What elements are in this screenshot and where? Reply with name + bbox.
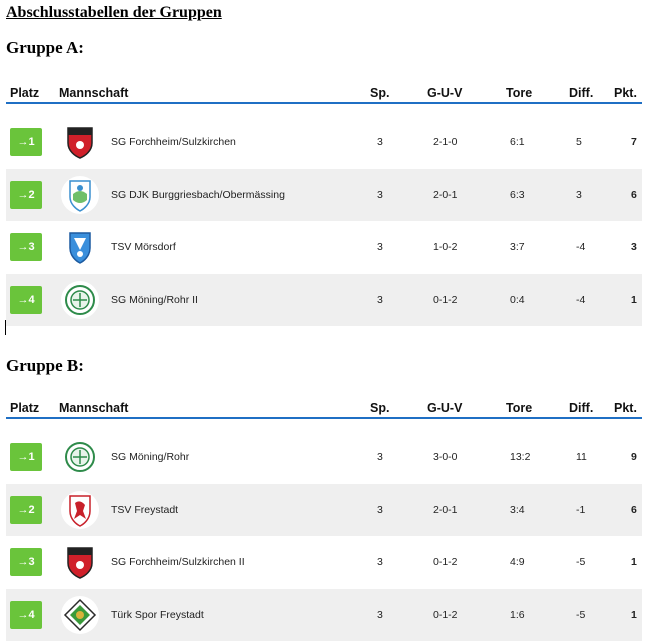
col-platz[interactable]: Platz [10, 86, 39, 100]
col-diff[interactable]: Diff. [569, 401, 593, 415]
col-team[interactable]: Mannschaft [59, 86, 128, 100]
rank-badge: →1 [10, 128, 42, 156]
group-b-table: Platz Mannschaft Sp. G-U-V Tore Diff. Pk… [6, 395, 642, 641]
table-row[interactable]: →4 Türk Spor Freystadt 3 0-1-2 1:6 -5 1 [6, 589, 642, 641]
green-diamond-logo-icon [61, 596, 99, 634]
col-tore[interactable]: Tore [506, 86, 532, 100]
col-diff[interactable]: Diff. [569, 86, 593, 100]
col-pkt[interactable]: Pkt. [614, 401, 637, 415]
goals: 3:7 [510, 241, 525, 253]
goal-diff: -4 [576, 241, 585, 253]
played: 3 [377, 136, 383, 148]
rank-badge: →1 [10, 443, 42, 471]
wdl: 2-0-1 [433, 504, 458, 516]
green-round-logo-icon [61, 438, 99, 476]
team-name[interactable]: SG Forchheim/Sulzkirchen II [111, 556, 245, 568]
wdl: 1-0-2 [433, 241, 458, 253]
table-header: Platz Mannschaft Sp. G-U-V Tore Diff. Pk… [6, 80, 642, 104]
header-divider [6, 102, 642, 104]
header-divider [6, 417, 642, 419]
red-lion-shield-logo-icon [61, 491, 99, 529]
goals: 6:1 [510, 136, 525, 148]
played: 3 [377, 189, 383, 201]
rank-badge: →3 [10, 548, 42, 576]
table-row[interactable]: →2 TSV Freystadt 3 2-0-1 3:4 -1 6 [6, 484, 642, 537]
group-a-table: Platz Mannschaft Sp. G-U-V Tore Diff. Pk… [6, 80, 642, 326]
goal-diff: -5 [576, 609, 585, 621]
green-round-logo-icon [61, 281, 99, 319]
points: 1 [631, 294, 637, 306]
team-name[interactable]: Türk Spor Freystadt [111, 609, 204, 621]
table-row[interactable]: →2 SG DJK Burggriesbach/Obermässing 3 2-… [6, 169, 642, 222]
blue-shield-logo-icon [61, 228, 99, 266]
played: 3 [377, 241, 383, 253]
col-tore[interactable]: Tore [506, 401, 532, 415]
team-name[interactable]: TSV Mörsdorf [111, 241, 176, 253]
goal-diff: -4 [576, 294, 585, 306]
goal-diff: 5 [576, 136, 582, 148]
col-guv[interactable]: G-U-V [427, 86, 462, 100]
goals: 1:6 [510, 609, 525, 621]
wdl: 3-0-0 [433, 451, 458, 463]
red-shield-logo-icon [61, 123, 99, 161]
team-name[interactable]: SG DJK Burggriesbach/Obermässing [111, 189, 285, 201]
rank-badge: →2 [10, 181, 42, 209]
goal-diff: 11 [576, 451, 587, 463]
col-guv[interactable]: G-U-V [427, 401, 462, 415]
wdl: 0-1-2 [433, 294, 458, 306]
rank-badge: →2 [10, 496, 42, 524]
col-sp[interactable]: Sp. [370, 86, 389, 100]
group-a-title: Gruppe A: [6, 38, 84, 58]
played: 3 [377, 609, 383, 621]
table-header: Platz Mannschaft Sp. G-U-V Tore Diff. Pk… [6, 395, 642, 419]
table-row[interactable]: →1 SG Möning/Rohr 3 3-0-0 13:2 11 9 [6, 431, 642, 484]
goal-diff: 3 [576, 189, 582, 201]
rank-badge: →4 [10, 601, 42, 629]
goals: 3:4 [510, 504, 525, 516]
points: 9 [631, 451, 637, 463]
goal-diff: -1 [576, 504, 585, 516]
team-name[interactable]: TSV Freystadt [111, 504, 178, 516]
points: 6 [631, 504, 637, 516]
red-shield-logo-icon [61, 543, 99, 581]
text-cursor [5, 320, 6, 335]
page-title: Abschlusstabellen der Gruppen [6, 4, 222, 22]
wdl: 2-0-1 [433, 189, 458, 201]
col-team[interactable]: Mannschaft [59, 401, 128, 415]
wdl: 2-1-0 [433, 136, 458, 148]
rank-badge: →3 [10, 233, 42, 261]
points: 1 [631, 556, 637, 568]
team-name[interactable]: SG Möning/Rohr [111, 451, 189, 463]
goals: 0:4 [510, 294, 525, 306]
played: 3 [377, 504, 383, 516]
points: 3 [631, 241, 637, 253]
green-blue-crest-logo-icon [61, 176, 99, 214]
played: 3 [377, 294, 383, 306]
goal-diff: -5 [576, 556, 585, 568]
points: 6 [631, 189, 637, 201]
col-platz[interactable]: Platz [10, 401, 39, 415]
col-pkt[interactable]: Pkt. [614, 86, 637, 100]
goals: 6:3 [510, 189, 525, 201]
team-name[interactable]: SG Forchheim/Sulzkirchen [111, 136, 236, 148]
wdl: 0-1-2 [433, 556, 458, 568]
rank-badge: →4 [10, 286, 42, 314]
group-b-title: Gruppe B: [6, 356, 84, 376]
table-row[interactable]: →3 TSV Mörsdorf 3 1-0-2 3:7 -4 3 [6, 221, 642, 274]
table-row[interactable]: →4 SG Möning/Rohr II 3 0-1-2 0:4 -4 1 [6, 274, 642, 327]
points: 1 [631, 609, 637, 621]
goals: 4:9 [510, 556, 525, 568]
team-name[interactable]: SG Möning/Rohr II [111, 294, 198, 306]
col-sp[interactable]: Sp. [370, 401, 389, 415]
table-row[interactable]: →3 SG Forchheim/Sulzkirchen II 3 0-1-2 4… [6, 536, 642, 589]
points: 7 [631, 136, 637, 148]
played: 3 [377, 451, 383, 463]
wdl: 0-1-2 [433, 609, 458, 621]
table-row[interactable]: →1 SG Forchheim/Sulzkirchen 3 2-1-0 6:1 … [6, 116, 642, 169]
goals: 13:2 [510, 451, 530, 463]
played: 3 [377, 556, 383, 568]
